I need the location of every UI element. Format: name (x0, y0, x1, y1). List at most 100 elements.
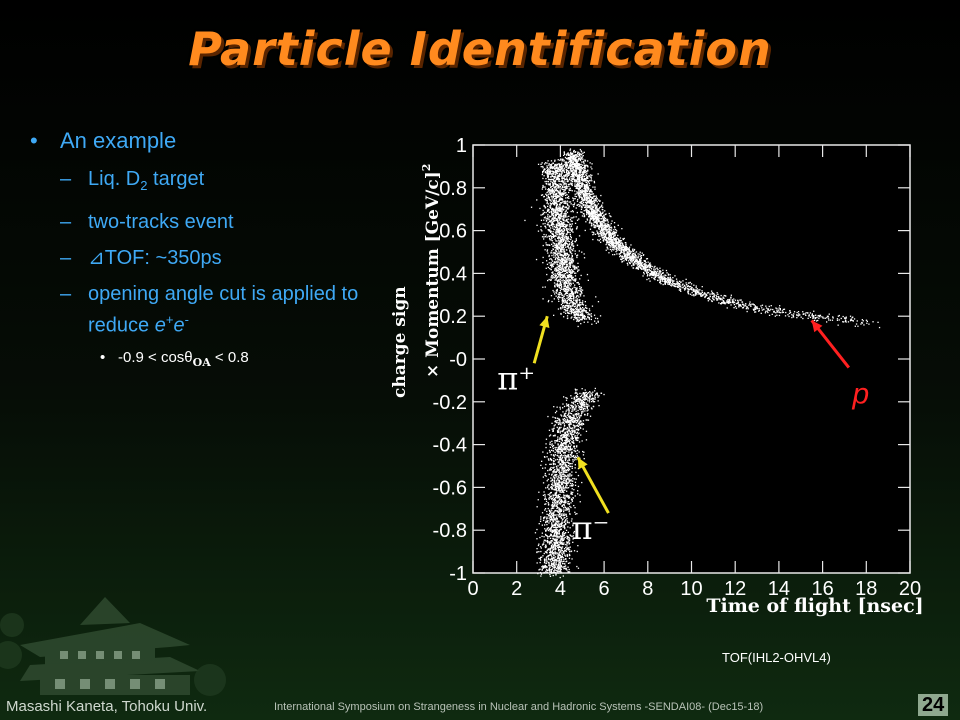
scatter-point (559, 268, 561, 270)
scatter-point (566, 547, 568, 549)
scatter-point (583, 393, 585, 395)
scatter-point (562, 566, 564, 568)
scatter-point (574, 455, 576, 457)
scatter-point (565, 268, 567, 270)
scatter-point (567, 420, 569, 423)
scatter-point (555, 422, 558, 424)
scatter-point (549, 527, 552, 529)
scatter-point (556, 201, 558, 203)
scatter-point (542, 494, 545, 496)
scatter-point (585, 311, 587, 313)
scatter-point (570, 225, 572, 228)
scatter-point (558, 550, 560, 552)
scatter-point (551, 250, 553, 252)
scatter-point (582, 405, 585, 407)
scatter-point (540, 214, 542, 216)
scatter-point (578, 400, 580, 402)
scatter-point (562, 433, 564, 436)
scatter-point (553, 224, 555, 226)
scatter-point (569, 266, 571, 268)
scatter-point (571, 405, 573, 407)
scatter-point (549, 553, 551, 556)
scatter-point (587, 211, 589, 213)
scatter-point (565, 438, 567, 440)
scatter-point (540, 516, 542, 518)
scatter-point (570, 171, 572, 173)
scatter-point (595, 394, 597, 396)
scatter-point (561, 211, 563, 214)
scatter-point (542, 177, 544, 180)
scatter-point (657, 272, 659, 274)
scatter-point (562, 456, 564, 458)
bullet-main-text: An example (60, 128, 177, 153)
scatter-point (552, 202, 554, 204)
scatter-point (574, 314, 576, 316)
scatter-point (563, 560, 565, 562)
scatter-point (594, 195, 596, 197)
scatter-point (550, 486, 552, 488)
scatter-point (542, 172, 544, 174)
scatter-point (559, 264, 562, 267)
scatter-point (555, 529, 557, 531)
scatter-point (554, 225, 556, 228)
scatter-point (553, 511, 555, 513)
scatter-point (549, 512, 551, 515)
scatter-point (542, 467, 544, 469)
scatter-point (536, 538, 538, 540)
scatter-point (562, 556, 564, 559)
scatter-point (562, 193, 565, 195)
scatter-point (569, 420, 571, 422)
scatter-point (552, 265, 554, 268)
scatter-point (556, 505, 558, 507)
scatter-point (567, 267, 570, 269)
scatter-point (563, 295, 565, 297)
scatter-point (548, 498, 550, 500)
scatter-point (555, 175, 557, 177)
scatter-point (566, 501, 568, 503)
scatter-point (561, 264, 564, 266)
scatter-point (560, 214, 562, 216)
scatter-point (547, 176, 549, 178)
scatter-point (559, 486, 561, 488)
scatter-point (565, 209, 567, 211)
scatter-point (581, 289, 584, 291)
scatter-point (563, 468, 565, 470)
scatter-point (540, 225, 542, 228)
scatter-point (798, 314, 800, 316)
scatter-point (601, 204, 603, 206)
scatter-point (593, 401, 596, 403)
scatter-point (551, 422, 553, 424)
scatter-point (543, 516, 545, 519)
scatter-point (563, 514, 565, 516)
scatter-point (584, 301, 586, 303)
scatter-point (564, 239, 566, 241)
scatter-point (572, 418, 574, 420)
scatter-point (586, 414, 589, 416)
scatter-point (562, 281, 564, 283)
scatter-point (553, 177, 555, 179)
scatter-point (564, 443, 566, 445)
scatter-point (566, 560, 568, 562)
scatter-point (555, 169, 557, 172)
scatter-point (549, 542, 551, 544)
scatter-point (550, 181, 552, 183)
scatter-point (682, 286, 684, 288)
scatter-point (541, 213, 544, 216)
scatter-point (566, 466, 568, 468)
scatter-point (564, 306, 567, 309)
scatter-point (563, 558, 565, 560)
scatter-point (588, 401, 591, 403)
scatter-point (594, 396, 596, 399)
scatter-point (556, 560, 558, 562)
scatter-point (573, 265, 575, 267)
scatter-point (554, 547, 557, 549)
scatter-point (567, 455, 570, 457)
scatter-point (563, 513, 565, 515)
scatter-point (549, 566, 551, 568)
scatter-point (552, 472, 554, 474)
scatter-point (565, 507, 568, 509)
scatter-point (575, 422, 578, 424)
scatter-point (571, 451, 573, 453)
scatter-point (545, 218, 547, 220)
scatter-point (563, 260, 565, 262)
